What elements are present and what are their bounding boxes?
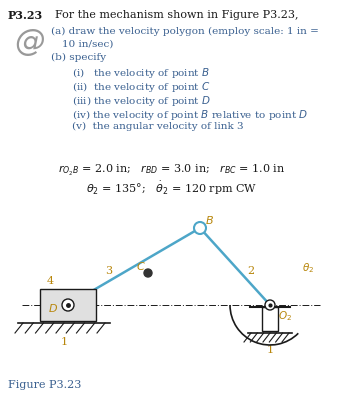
Circle shape — [144, 269, 152, 277]
Text: (v)  the angular velocity of link 3: (v) the angular velocity of link 3 — [72, 122, 244, 131]
Text: $D$: $D$ — [48, 302, 58, 314]
Text: $\theta_2$: $\theta_2$ — [302, 261, 314, 275]
Text: 10 in/sec): 10 in/sec) — [62, 40, 114, 49]
Circle shape — [265, 300, 275, 310]
Text: (i)   the velocity of point $B$: (i) the velocity of point $B$ — [72, 66, 210, 80]
Text: $C$: $C$ — [136, 260, 146, 272]
Text: $B$: $B$ — [205, 214, 214, 226]
Text: 3: 3 — [106, 267, 112, 277]
Text: 1: 1 — [267, 345, 273, 355]
Text: 4: 4 — [46, 276, 54, 286]
Text: $r_{O_2B}$ = 2.0 in;   $r_{BD}$ = 3.0 in;   $r_{BC}$ = 1.0 in: $r_{O_2B}$ = 2.0 in; $r_{BD}$ = 3.0 in; … — [58, 163, 286, 178]
Text: Figure P3.23: Figure P3.23 — [8, 380, 82, 390]
Text: @: @ — [14, 28, 44, 57]
Text: $\theta_2$ = 135°;   $\dot{\theta}_2$ = 120 rpm CW: $\theta_2$ = 135°; $\dot{\theta}_2$ = 12… — [86, 180, 258, 197]
Circle shape — [194, 222, 206, 234]
Text: 1: 1 — [61, 337, 67, 347]
Text: P3.23: P3.23 — [8, 10, 43, 21]
Text: (a) draw the velocity polygon (employ scale: 1 in =: (a) draw the velocity polygon (employ sc… — [51, 27, 319, 36]
Text: (iii) the velocity of point $D$: (iii) the velocity of point $D$ — [72, 94, 211, 108]
Text: (iv) the velocity of point $B$ relative to point $D$: (iv) the velocity of point $B$ relative … — [72, 108, 308, 122]
Text: (ii)  the velocity of point $C$: (ii) the velocity of point $C$ — [72, 80, 211, 94]
Bar — [40, 289, 96, 321]
Text: (b) specify: (b) specify — [51, 53, 106, 62]
Text: 2: 2 — [247, 267, 254, 277]
Bar — [262, 307, 278, 331]
Circle shape — [62, 299, 74, 311]
Text: For the mechanism shown in Figure P3.23,: For the mechanism shown in Figure P3.23, — [55, 10, 299, 20]
Text: $O_2$: $O_2$ — [278, 309, 292, 323]
